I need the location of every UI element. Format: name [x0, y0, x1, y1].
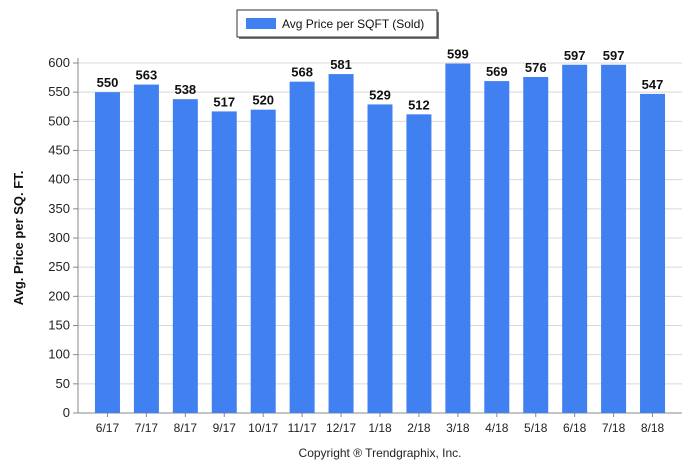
bar [328, 74, 354, 413]
data-label: 563 [136, 68, 158, 83]
y-tick-label: 0 [63, 405, 70, 420]
bar [562, 64, 588, 413]
data-label: 512 [408, 97, 430, 112]
data-label: 529 [369, 87, 391, 102]
x-tick-labels: 6/17 7/17 8/17 9/17 10/17 11/17 12/17 1/18 2/18 3… [96, 413, 665, 435]
data-label: 569 [486, 64, 508, 79]
y-tick-label: 200 [48, 288, 70, 303]
bar [94, 92, 120, 414]
y-tick-label: 400 [48, 172, 70, 187]
y-tick-label: 300 [48, 230, 70, 245]
legend-swatch [246, 18, 276, 29]
bar [133, 84, 159, 413]
data-label: 599 [447, 47, 469, 62]
data-label: 597 [603, 48, 625, 63]
bar [640, 93, 666, 414]
data-label: 517 [213, 94, 235, 109]
data-label: 581 [330, 57, 352, 72]
bar [289, 81, 315, 414]
x-tick-label: 9/17 [213, 421, 237, 435]
x-tick-label: 11/17 [288, 421, 317, 435]
y-tick-label: 50 [56, 376, 70, 391]
x-tick-label: 5/18 [524, 421, 548, 435]
bar [250, 109, 276, 414]
x-tick-label: 3/18 [446, 421, 470, 435]
data-label: 520 [252, 93, 274, 108]
bar [406, 114, 432, 413]
x-tick-label: 8/18 [641, 421, 665, 435]
x-tick-label: 4/18 [485, 421, 509, 435]
x-tick-label: 6/18 [563, 421, 587, 435]
bar [445, 63, 471, 413]
x-tick-label: 8/17 [174, 421, 198, 435]
data-label: 550 [97, 75, 119, 90]
data-label: 538 [174, 82, 196, 97]
data-label: 597 [564, 48, 586, 63]
data-label: 576 [525, 60, 547, 75]
bar [523, 77, 549, 413]
y-tick-labels: 0 50 100 150 200 250 300 350 400 450 500 550 600 [48, 55, 78, 420]
bar [601, 64, 627, 413]
legend: Avg Price per SQFT (Sold) [236, 9, 439, 39]
data-label: 547 [642, 77, 664, 92]
bar [484, 81, 510, 413]
x-tick-label: 10/17 [248, 421, 278, 435]
x-tick-label: 7/17 [135, 421, 159, 435]
y-tick-label: 250 [48, 259, 70, 274]
y-tick-label: 500 [48, 113, 70, 128]
y-tick-label: 350 [48, 201, 70, 216]
y-axis-title: Avg. Price per SQ. FT. [11, 171, 26, 306]
bars [94, 63, 666, 414]
data-labels: 550 563 538 517 520 568 581 529 512 599 569 576 597 5… [97, 47, 664, 113]
bar [367, 104, 393, 414]
y-tick-label: 450 [48, 143, 70, 158]
x-tick-label: 1/18 [368, 421, 392, 435]
bar [172, 99, 198, 414]
bar [211, 111, 237, 414]
data-label: 568 [291, 65, 313, 80]
y-tick-label: 150 [48, 318, 70, 333]
legend-label: Avg Price per SQFT (Sold) [282, 17, 424, 31]
x-tick-label: 6/17 [96, 421, 120, 435]
x-tick-label: 12/17 [326, 421, 356, 435]
y-tick-label: 600 [48, 55, 70, 70]
x-tick-label: 2/18 [407, 421, 431, 435]
y-tick-label: 550 [48, 84, 70, 99]
copyright-text: Copyright ® Trendgraphix, Inc. [299, 446, 462, 460]
x-tick-label: 7/18 [602, 421, 626, 435]
y-tick-label: 100 [48, 347, 70, 362]
